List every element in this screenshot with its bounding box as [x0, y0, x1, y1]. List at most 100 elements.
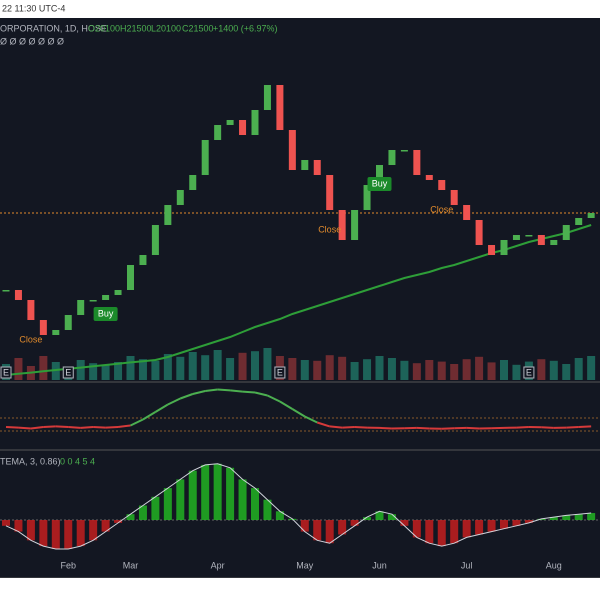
- oscillator-segment: [316, 421, 330, 428]
- high: H21500: [120, 23, 152, 33]
- volume-bar: [512, 364, 521, 380]
- earnings-box: [523, 366, 535, 379]
- candle: [351, 210, 359, 240]
- oscillator-segment: [55, 425, 69, 428]
- candle: [587, 213, 595, 218]
- volume-bar: [350, 362, 359, 380]
- oscillator-segment: [342, 426, 355, 429]
- histogram-bar: [300, 520, 309, 532]
- oscillator-segment: [254, 391, 268, 397]
- volume-bar: [313, 360, 322, 380]
- oscillator-segment: [329, 425, 343, 429]
- volume-bar: [138, 359, 147, 380]
- candle: [413, 150, 421, 175]
- buy-label: Buy: [98, 308, 114, 318]
- close-label: Close: [19, 334, 42, 344]
- histogram-bar: [537, 518, 546, 520]
- histogram-bar: [89, 520, 98, 541]
- histogram-bar: [500, 520, 508, 529]
- volume-bar: [14, 358, 23, 380]
- histogram-bar: [188, 470, 197, 520]
- histogram-inputs: 0 0 4 5 4: [60, 456, 95, 466]
- candle: [176, 190, 184, 205]
- x-tick-label: May: [296, 560, 314, 570]
- histogram-bar: [487, 520, 496, 532]
- earnings-label: E: [65, 367, 71, 377]
- indicator-list: Ø Ø Ø Ø Ø Ø Ø: [0, 36, 64, 46]
- oscillator-segment: [379, 426, 392, 430]
- candle: [463, 205, 471, 220]
- symbol: ORPORATION, 1D, HOSE: [0, 23, 107, 33]
- volume-bar: [338, 356, 347, 380]
- oscillator-segment: [30, 426, 44, 430]
- oscillator-segment: [5, 426, 19, 429]
- change: +1400 (+6.97%): [213, 23, 278, 33]
- candle: [525, 235, 533, 237]
- histogram-bar: [275, 511, 284, 520]
- histogram-bar: [400, 520, 409, 526]
- candle: [388, 150, 396, 165]
- open: O20100: [88, 23, 120, 33]
- histogram-bar: [76, 520, 85, 547]
- candle: [338, 210, 346, 240]
- candle: [575, 218, 583, 225]
- volume-bar: [549, 360, 558, 380]
- histogram-bar: [562, 515, 571, 520]
- histogram-bar: [363, 517, 372, 520]
- volume-bar: [263, 348, 272, 380]
- histogram-bar: [226, 467, 235, 520]
- oscillator-segment: [242, 390, 256, 394]
- volume-bar: [176, 356, 185, 380]
- volume-bar: [500, 360, 508, 380]
- histogram-bar: [325, 520, 334, 544]
- candle: [301, 160, 309, 170]
- volume-bar: [574, 358, 583, 380]
- volume-bar: [163, 354, 172, 380]
- histogram-line: [5, 463, 592, 550]
- x-tick-label: Feb: [60, 560, 76, 570]
- bottom-bar: [0, 578, 600, 600]
- histogram-bar: [475, 520, 484, 535]
- earnings-label: E: [3, 367, 9, 377]
- histogram-bar: [462, 520, 471, 538]
- oscillator-segment: [217, 388, 231, 392]
- histogram-bar: [549, 517, 558, 520]
- histogram-bar: [412, 520, 421, 538]
- volume-bar: [76, 360, 85, 380]
- earnings-box: [0, 366, 12, 379]
- volume-bar: [226, 358, 235, 380]
- candle: [512, 235, 520, 240]
- histogram-bar: [338, 520, 347, 535]
- oscillator-segment: [466, 426, 480, 430]
- oscillator-segment: [541, 426, 554, 429]
- volume-bar: [238, 352, 247, 380]
- x-tick-label: Jul: [461, 560, 473, 570]
- top-bar: [0, 0, 600, 18]
- histogram-bar: [26, 520, 35, 541]
- volume-bar: [288, 358, 297, 380]
- histogram-bar: [524, 520, 533, 523]
- candle: [400, 150, 408, 152]
- candle: [363, 185, 371, 210]
- oscillator-segment: [192, 390, 206, 395]
- histogram-bar: [450, 520, 459, 544]
- earnings-label: E: [277, 367, 283, 377]
- candle: [537, 235, 545, 245]
- volume-bar: [89, 363, 98, 380]
- candle: [500, 240, 508, 255]
- earnings-box: [62, 366, 74, 379]
- histogram-bar: [201, 464, 210, 520]
- histogram-bar: [437, 520, 446, 547]
- candle: [201, 140, 209, 175]
- histogram-bar: [313, 520, 322, 541]
- x-tick-label: Jun: [372, 560, 387, 570]
- histogram-bar: [151, 496, 160, 520]
- low: L20100: [151, 23, 181, 33]
- candle: [488, 245, 496, 255]
- volume-bar: [325, 355, 334, 380]
- candle: [239, 120, 247, 135]
- histogram-bar: [39, 520, 48, 547]
- oscillator-segment: [441, 427, 455, 430]
- histogram-bar: [51, 520, 60, 549]
